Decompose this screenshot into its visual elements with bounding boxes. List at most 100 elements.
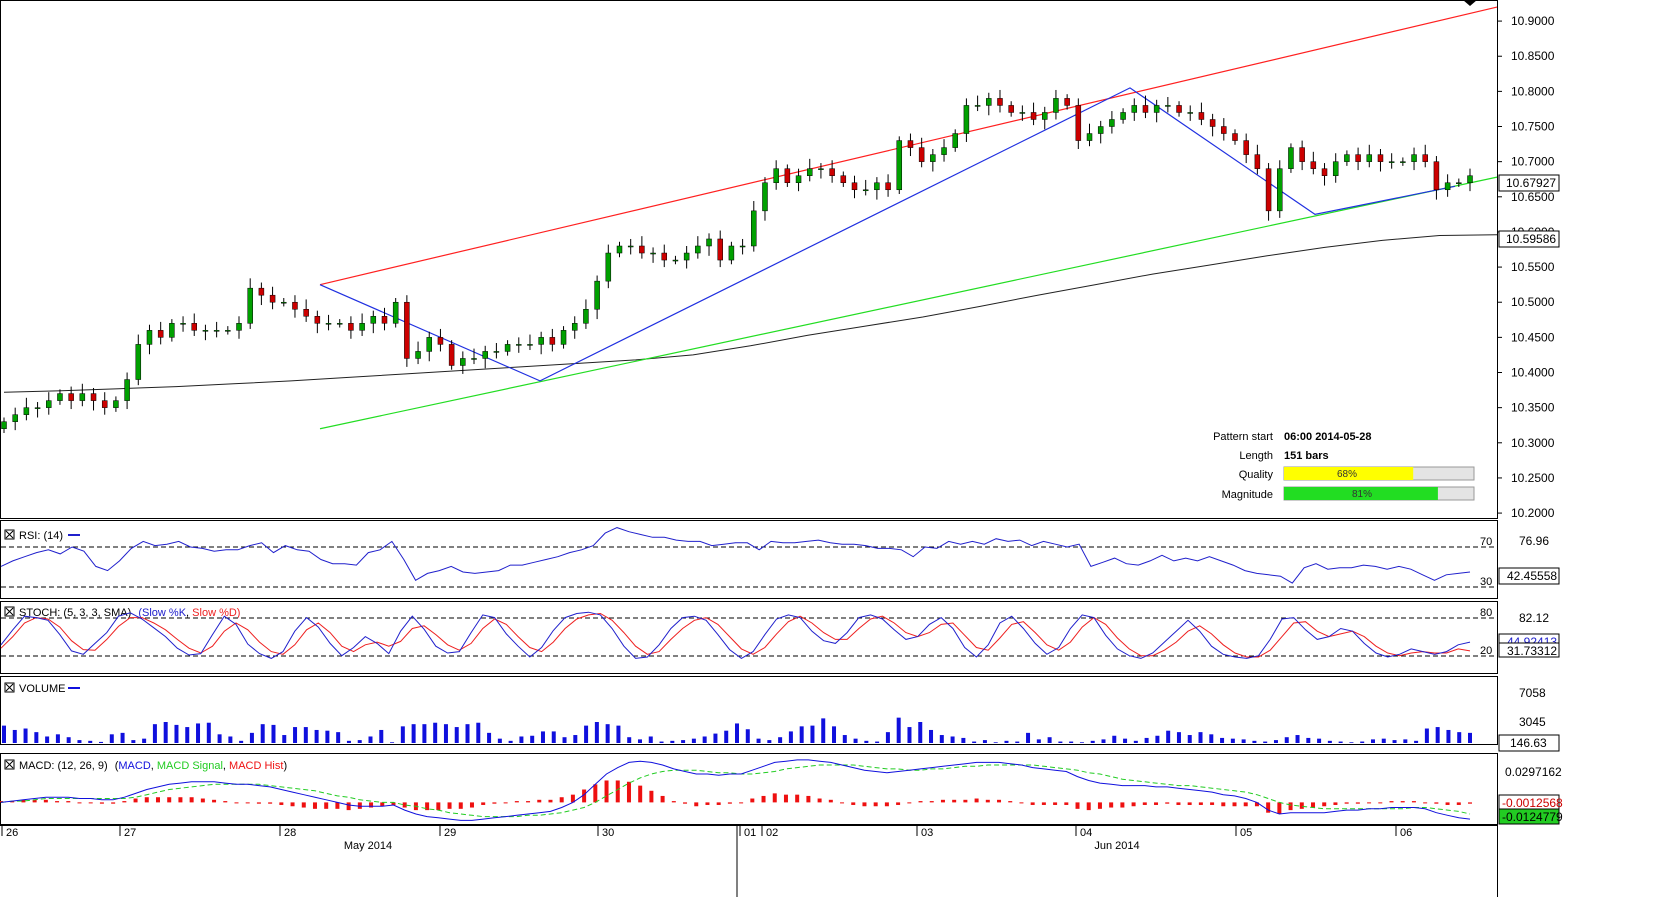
macd-hist-bar <box>88 802 93 804</box>
candle <box>627 238 634 255</box>
volume-bar <box>1338 741 1343 743</box>
macd-hist-bar <box>1131 802 1136 807</box>
candle <box>538 331 544 355</box>
macd-hist-bar <box>806 795 811 803</box>
volume-bar <box>864 740 869 743</box>
candle-body <box>79 393 86 401</box>
macd-hist-bar <box>1254 802 1259 807</box>
day-label: 01 <box>744 827 756 839</box>
candle <box>1254 144 1261 175</box>
stoch-title: STOCH: (5, 3, 3, SMA) (Slow %K, Slow %D) <box>19 607 240 619</box>
macd-title-params: MACD: (12, 26, 9) <box>19 760 108 772</box>
candle-body <box>12 414 18 422</box>
volume-bar <box>1015 741 1020 743</box>
candle <box>370 310 377 334</box>
volume-bar <box>993 742 998 743</box>
macd-hist-bar <box>200 798 205 803</box>
macd-hist-bar <box>436 802 441 811</box>
candle-body <box>146 330 153 345</box>
candle <box>795 168 802 192</box>
rsi-panel: RSI: (14) 70 30 76.96 42.45558 <box>0 520 1560 599</box>
volume-bar <box>1079 742 1084 743</box>
macd-hist-bar <box>526 801 531 803</box>
rsi-current-value: 42.45558 <box>1507 569 1557 583</box>
price-panel: 10.9000 10.8500 10.8000 10.7500 10.7000 10.65… <box>0 0 1560 520</box>
volume-bar <box>325 730 330 743</box>
candle-body <box>258 287 265 296</box>
candle-body <box>773 168 779 183</box>
candle-body <box>1254 154 1261 169</box>
candle <box>974 95 981 112</box>
price-tick-label: 10.3500 <box>1511 401 1555 415</box>
macd-hist-bar <box>447 802 452 809</box>
volume-bar <box>346 740 351 743</box>
candle-body <box>180 323 186 325</box>
volume-bar <box>217 734 222 743</box>
ma-price-value: 10.59586 <box>1506 232 1556 246</box>
macd-hist-bar <box>660 795 665 803</box>
candle <box>717 230 723 268</box>
candle-body <box>437 337 444 345</box>
candle-body <box>885 182 891 191</box>
candle-body <box>247 287 253 324</box>
volume-bar <box>1036 739 1041 743</box>
candle <box>46 392 52 415</box>
candle-body <box>762 182 768 212</box>
macd-hist-bar <box>772 793 777 803</box>
candle-body <box>1165 105 1171 107</box>
candle-body <box>1019 112 1026 114</box>
macd-hist-bar <box>1187 802 1192 805</box>
macd-hist-bar <box>694 802 699 807</box>
macd-plot <box>0 759 1472 821</box>
volume-axis-top: 7058 <box>1519 686 1546 700</box>
macd-hist-bar <box>604 780 609 803</box>
macd-hist-bar <box>1468 802 1472 804</box>
magnitude-bar-fill <box>1284 487 1438 500</box>
ma-price-label: 10.59586 <box>1498 230 1560 248</box>
candle <box>180 316 186 332</box>
candle <box>571 316 578 339</box>
chart-corner-marker[interactable] <box>1463 0 1477 6</box>
candle <box>124 372 130 410</box>
volume-bar <box>282 735 287 743</box>
quality-label: Quality <box>1239 469 1274 481</box>
macd-hist-bar <box>1355 802 1360 804</box>
volume-bar <box>45 736 50 743</box>
volume-bar <box>1047 737 1052 743</box>
macd-hist-bar <box>1097 802 1102 809</box>
macd-hist-bar <box>1288 802 1293 811</box>
candle <box>1366 144 1373 168</box>
candle-body <box>829 168 835 176</box>
day-label: 28 <box>284 827 296 839</box>
volume-toggle-checkbox[interactable] <box>4 682 15 693</box>
day-label: 02 <box>766 827 778 839</box>
stoch-toggle-checkbox[interactable] <box>4 606 15 617</box>
volume-bar <box>1187 735 1192 743</box>
candle-body <box>1400 161 1406 163</box>
rsi-toggle-checkbox[interactable] <box>4 529 15 540</box>
volume-bar <box>465 724 470 743</box>
volume-bar <box>929 729 934 743</box>
candle-body <box>1243 140 1249 155</box>
volume-bar <box>239 740 244 743</box>
candle-body <box>225 330 231 332</box>
volume-bar <box>1176 732 1181 743</box>
candle-body <box>1321 168 1328 176</box>
macd-hist-bar <box>43 799 48 803</box>
macd-hist-bar <box>840 802 845 804</box>
candle <box>79 383 86 407</box>
volume-bar <box>767 740 772 743</box>
volume-bar <box>454 727 459 743</box>
macd-toggle-checkbox[interactable] <box>4 759 15 770</box>
macd-hist-bar <box>290 802 295 807</box>
candle-body <box>1422 154 1428 162</box>
macd-hist-bar <box>907 802 912 804</box>
macd-panel-frame <box>0 753 1498 825</box>
magnitude-label: Magnitude <box>1222 489 1273 501</box>
volume-plot <box>2 717 1472 743</box>
candle-body <box>1041 112 1048 120</box>
candle-body <box>1344 154 1350 162</box>
macd-hist-bar <box>133 798 138 803</box>
rsi-title: RSI: (14) <box>19 530 63 542</box>
volume-bar <box>1360 741 1365 743</box>
